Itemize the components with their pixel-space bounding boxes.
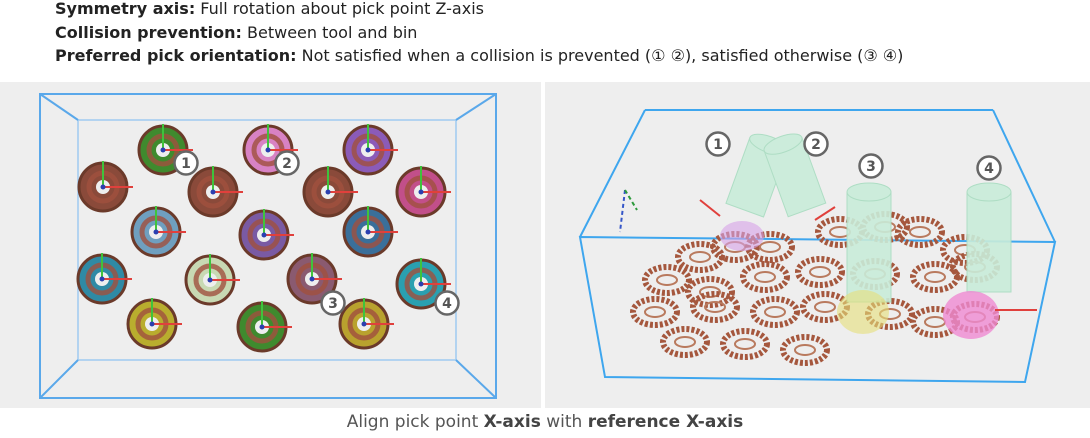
ring-part	[342, 124, 398, 176]
marker-2: 2	[803, 131, 829, 157]
perspective-view-panel: 1 2 3 4	[545, 82, 1090, 408]
ring-part	[184, 254, 240, 306]
ring-part	[238, 209, 294, 261]
ring-part	[690, 291, 740, 323]
ring-part	[395, 166, 451, 218]
collision-prevention-line: Collision prevention: Between tool and b…	[55, 22, 418, 42]
ring-part	[286, 253, 342, 305]
pink-highlight-ring	[720, 221, 999, 339]
ring-part	[630, 296, 680, 328]
marker-3: 3	[858, 153, 884, 179]
svg-text:3: 3	[328, 296, 338, 312]
tool-4	[966, 182, 1012, 293]
ring-part	[236, 301, 292, 353]
bin-outline	[39, 93, 497, 399]
top-view-panel: 1 2 3 4	[0, 82, 541, 408]
perspective-view-scene: 1 2 3 4	[578, 109, 1057, 384]
marker-1: 1	[705, 131, 731, 157]
svg-text:2: 2	[811, 137, 821, 153]
ring-part	[720, 328, 770, 360]
axis-arrows-perspective	[619, 189, 1037, 311]
ring-part	[126, 298, 182, 350]
svg-text:4: 4	[984, 161, 994, 177]
svg-text:4: 4	[442, 296, 452, 312]
gripper-tools	[725, 133, 1012, 303]
marker-2: 2	[274, 150, 300, 176]
svg-text:2: 2	[282, 156, 292, 172]
symmetry-axis-line: Symmetry axis: Full rotation about pick …	[55, 0, 484, 18]
ring-part	[780, 334, 830, 366]
marker-3: 3	[320, 290, 346, 316]
ring-part	[740, 261, 790, 293]
marker-4: 4	[434, 290, 460, 316]
ring-part	[660, 326, 710, 358]
ring-part	[130, 206, 186, 258]
ring-part	[750, 296, 800, 328]
ring-parts-perspective	[630, 211, 1000, 366]
ring-part	[302, 166, 358, 218]
ring-part	[895, 216, 945, 248]
top-view-scene: 1 2 3 4	[39, 93, 497, 399]
svg-text:3: 3	[866, 159, 876, 175]
ring-part	[187, 166, 243, 218]
marker-1: 1	[173, 150, 199, 176]
ring-part	[910, 261, 960, 293]
tool-2	[763, 133, 827, 218]
marker-4: 4	[976, 155, 1002, 181]
caption: Align pick point X-axis with reference X…	[346, 412, 744, 432]
header: Symmetry axis: Full rotation about pick …	[55, 0, 903, 68]
ring-part	[395, 258, 451, 310]
ring-parts	[76, 124, 451, 353]
svg-text:1: 1	[713, 137, 723, 153]
ring-part	[338, 298, 394, 350]
ring-part	[76, 253, 132, 305]
ring-part	[342, 206, 398, 258]
svg-text:1: 1	[181, 156, 191, 172]
preferred-orientation-line: Preferred pick orientation: Not satisfie…	[55, 46, 904, 65]
tool-3	[846, 182, 892, 303]
ring-part	[795, 256, 845, 288]
ring-part	[77, 161, 133, 213]
ring-part	[642, 264, 692, 296]
